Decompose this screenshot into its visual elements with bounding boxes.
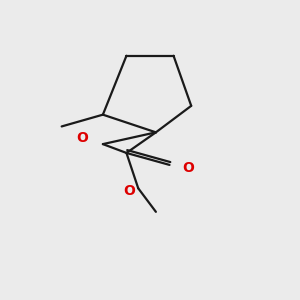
Text: O: O (182, 161, 194, 175)
Text: O: O (76, 131, 88, 145)
Text: O: O (124, 184, 135, 198)
